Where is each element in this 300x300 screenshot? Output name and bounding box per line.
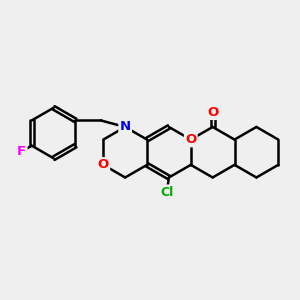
Text: F: F — [17, 145, 26, 158]
Text: N: N — [120, 121, 131, 134]
Text: Cl: Cl — [160, 186, 173, 199]
Text: O: O — [207, 106, 218, 119]
Text: O: O — [185, 133, 196, 146]
Text: O: O — [98, 158, 109, 171]
